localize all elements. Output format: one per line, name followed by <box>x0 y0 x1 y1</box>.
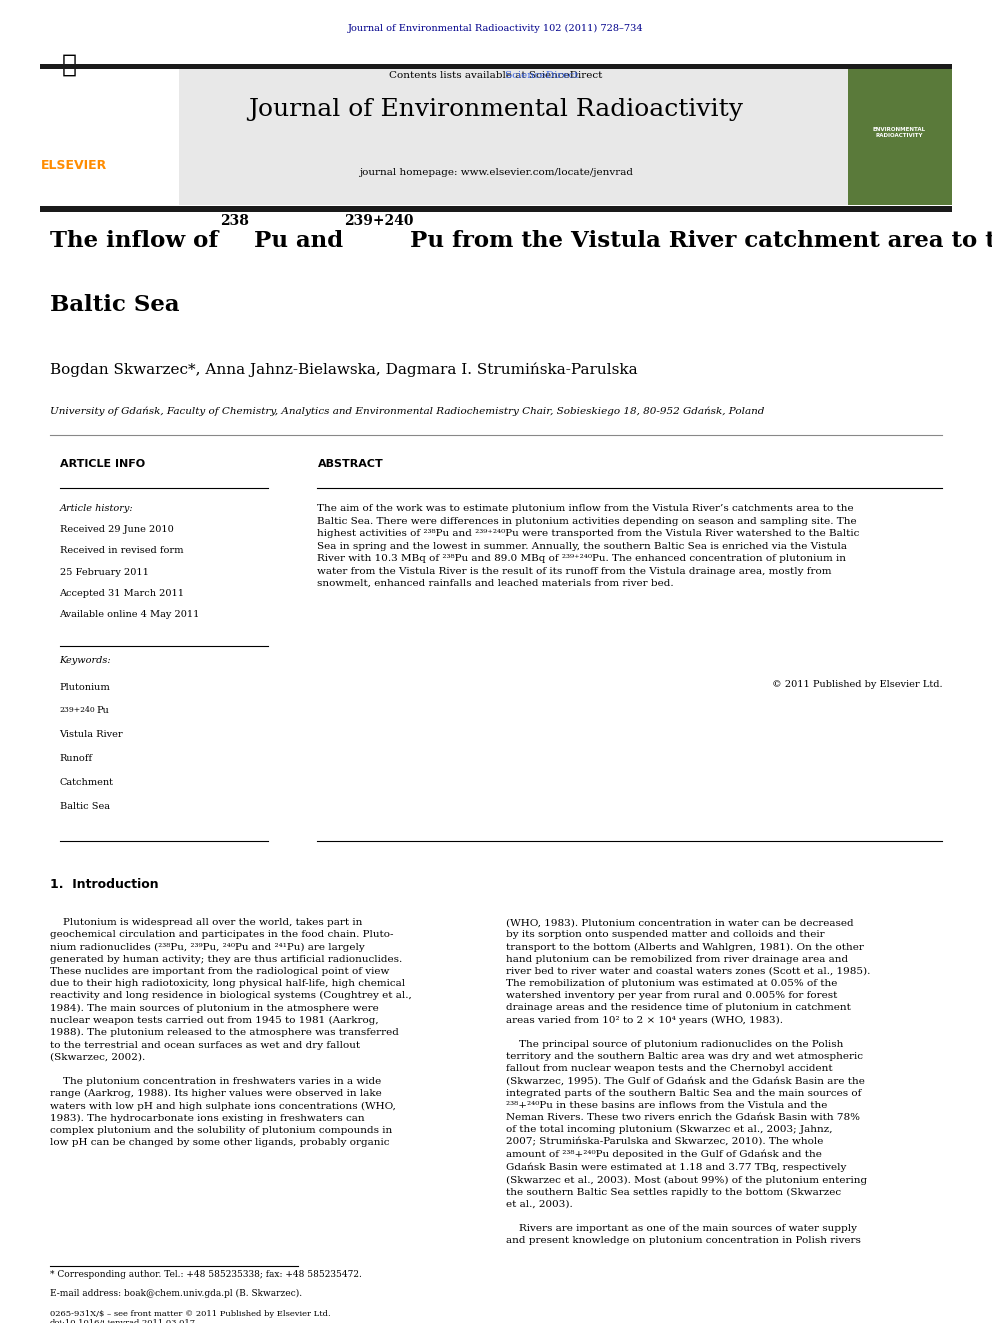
Text: Catchment: Catchment <box>60 778 113 787</box>
Text: The inflow of: The inflow of <box>50 230 226 253</box>
Bar <box>40 64 952 205</box>
Text: 239+240: 239+240 <box>344 214 414 229</box>
Text: ABSTRACT: ABSTRACT <box>317 459 383 470</box>
Text: Received 29 June 2010: Received 29 June 2010 <box>60 525 174 534</box>
Text: doi:10.1016/j.jenvrad.2011.03.017: doi:10.1016/j.jenvrad.2011.03.017 <box>50 1319 195 1323</box>
Text: Baltic Sea: Baltic Sea <box>50 294 180 316</box>
Text: 25 February 2011: 25 February 2011 <box>60 568 149 577</box>
Text: Pu and: Pu and <box>254 230 351 253</box>
Text: Plutonium: Plutonium <box>60 683 110 692</box>
Bar <box>848 64 952 205</box>
Text: Pu from the Vistula River catchment area to the: Pu from the Vistula River catchment area… <box>410 230 992 253</box>
Text: E-mail address: boak@chem.univ.gda.pl (B. Skwarzec).: E-mail address: boak@chem.univ.gda.pl (B… <box>50 1289 302 1298</box>
Bar <box>40 64 952 69</box>
Text: Baltic Sea: Baltic Sea <box>60 802 109 811</box>
Text: Bogdan Skwarzec*, Anna Jahnz-Bielawska, Dagmara I. Strumińska-Parulska: Bogdan Skwarzec*, Anna Jahnz-Bielawska, … <box>50 363 637 377</box>
Text: journal homepage: www.elsevier.com/locate/jenvrad: journal homepage: www.elsevier.com/locat… <box>359 168 633 177</box>
Text: University of Gdańsk, Faculty of Chemistry, Analytics and Environmental Radioche: University of Gdańsk, Faculty of Chemist… <box>50 406 764 415</box>
Text: Pu: Pu <box>96 706 109 716</box>
Text: Plutonium is widespread all over the world, takes part in
geochemical circulatio: Plutonium is widespread all over the wor… <box>50 918 412 1147</box>
Text: 239+240: 239+240 <box>60 706 95 714</box>
Text: The aim of the work was to estimate plutonium inflow from the Vistula River’s ca: The aim of the work was to estimate plut… <box>317 504 860 587</box>
Text: 0265-931X/$ – see front matter © 2011 Published by Elsevier Ltd.: 0265-931X/$ – see front matter © 2011 Pu… <box>50 1310 330 1318</box>
Text: © 2011 Published by Elsevier Ltd.: © 2011 Published by Elsevier Ltd. <box>772 680 942 689</box>
Text: Journal of Environmental Radioactivity: Journal of Environmental Radioactivity <box>249 98 743 120</box>
Text: 🌳: 🌳 <box>62 53 77 77</box>
Text: 238: 238 <box>220 214 249 229</box>
Text: * Corresponding author. Tel.: +48 585235338; fax: +48 585235472.: * Corresponding author. Tel.: +48 585235… <box>50 1270 361 1279</box>
Text: Journal of Environmental Radioactivity 102 (2011) 728–734: Journal of Environmental Radioactivity 1… <box>348 24 644 33</box>
Text: 1.  Introduction: 1. Introduction <box>50 878 159 892</box>
Text: Received in revised form: Received in revised form <box>60 546 183 556</box>
Bar <box>40 64 179 205</box>
Text: ENVIRONMENTAL
RADIOACTIVITY: ENVIRONMENTAL RADIOACTIVITY <box>872 127 926 138</box>
Text: ARTICLE INFO: ARTICLE INFO <box>60 459 145 470</box>
Text: Contents lists available at ScienceDirect: Contents lists available at ScienceDirec… <box>389 71 603 81</box>
Text: Article history:: Article history: <box>60 504 133 513</box>
Text: Runoff: Runoff <box>60 754 92 763</box>
Text: ELSEVIER: ELSEVIER <box>42 159 107 172</box>
Text: (WHO, 1983). Plutonium concentration in water can be decreased
by its sorption o: (WHO, 1983). Plutonium concentration in … <box>506 918 870 1245</box>
Text: Accepted 31 March 2011: Accepted 31 March 2011 <box>60 589 185 598</box>
Bar <box>40 206 952 212</box>
Text: Vistula River: Vistula River <box>60 730 123 740</box>
Text: Keywords:: Keywords: <box>60 656 111 665</box>
Text: Available online 4 May 2011: Available online 4 May 2011 <box>60 610 200 619</box>
Text: ScienceDirect: ScienceDirect <box>414 71 578 81</box>
